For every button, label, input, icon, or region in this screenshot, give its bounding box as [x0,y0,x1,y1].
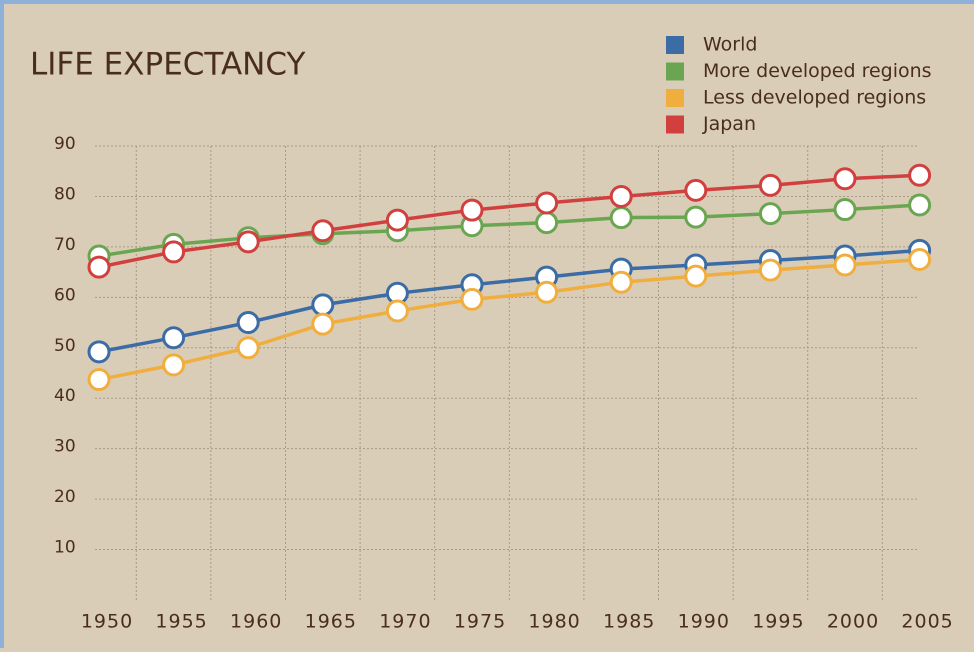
x-tick-label: 1980 [528,611,580,633]
data-point [609,270,633,294]
data-point [758,258,782,282]
frame-top [0,0,974,4]
data-point [535,191,559,215]
y-tick-label: 90 [54,134,76,154]
y-tick-label: 10 [54,538,76,558]
data-point [908,163,932,187]
data-point [908,248,932,271]
legend-swatch [666,62,684,81]
x-tick-label: 1985 [603,611,655,633]
legend-label: World [703,34,757,56]
x-tick-label: 1965 [305,611,357,633]
y-tick-label: 50 [54,336,76,356]
data-point [311,293,335,317]
y-tick-label: 70 [54,235,76,255]
x-tick-label: 2005 [901,611,953,633]
data-point [236,336,260,360]
data-point [460,198,484,222]
x-tick-label: 1960 [230,611,282,633]
data-point [684,205,708,229]
x-tick-label: 1995 [752,611,804,633]
data-point [535,211,559,235]
data-point [87,368,111,392]
chart-title: LIFE EXPECTANCY [30,47,305,83]
data-point [385,299,409,323]
data-point [908,193,932,217]
y-tick-label: 40 [54,386,76,406]
data-point [385,208,409,232]
frame-left [0,0,4,648]
data-point [162,240,186,264]
data-point [833,198,857,222]
series-line [98,257,920,382]
data-point [758,173,782,197]
data-point [833,167,857,191]
data-point [236,230,260,254]
data-point [311,219,335,243]
series-line [98,203,920,258]
series-line [98,248,920,354]
legend-label: Less developed regions [703,87,926,109]
data-point [162,353,186,377]
y-tick-label: 20 [54,487,76,507]
x-tick-label: 1970 [379,611,431,633]
legend-swatch [666,36,684,54]
y-tick-label: 30 [54,437,76,457]
data-point [236,311,260,335]
data-point [87,340,111,364]
data-point [609,184,633,208]
data-point [758,202,782,226]
legend-label: Japan [702,113,756,135]
data-point [684,264,708,288]
y-tick-label: 80 [54,184,76,204]
y-tick-label: 60 [54,285,76,305]
data-point [535,280,559,304]
data-point [87,255,111,279]
data-point [311,312,335,336]
legend-swatch [666,89,684,107]
data-point [162,326,186,350]
data-point [460,287,484,311]
x-tick-label: 1975 [454,611,506,633]
series-line [98,173,920,269]
data-point [684,178,708,202]
legend-swatch [666,115,684,134]
legend-label: More developed regions [703,60,932,82]
x-tick-label: 1950 [81,611,133,633]
data-point [609,206,633,230]
x-tick-label: 2000 [827,611,879,633]
x-tick-label: 1955 [155,611,207,633]
x-tick-label: 1990 [678,611,730,633]
data-point [833,253,857,277]
